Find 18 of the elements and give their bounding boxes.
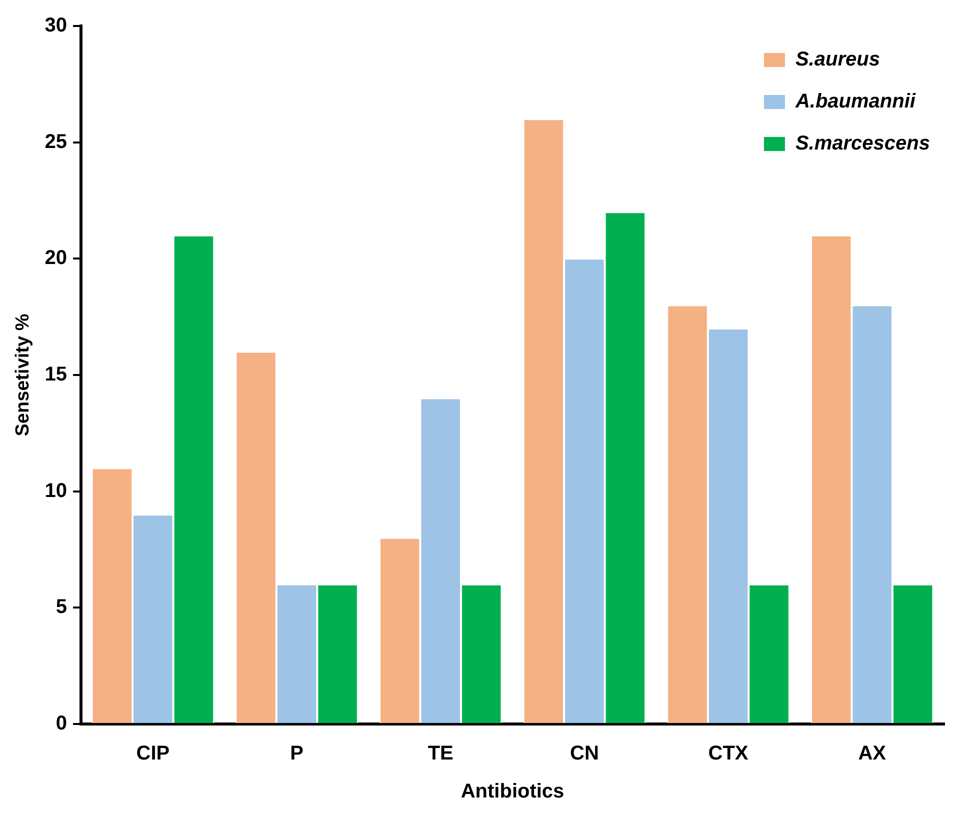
- y-axis-title: Sensetivity %: [12, 314, 34, 436]
- y-tick-label: 10: [44, 480, 68, 502]
- x-tick-label: P: [290, 742, 304, 765]
- y-tick-label: 30: [44, 14, 68, 37]
- y-tick-label: 0: [56, 712, 68, 735]
- x-axis-title: Antibiotics: [460, 780, 564, 803]
- y-tick-label: 5: [56, 596, 68, 618]
- y-tick-label: 25: [44, 130, 68, 153]
- x-tick-label: TE: [428, 742, 454, 765]
- legend-label: A.baumannii: [794, 90, 916, 113]
- x-tick-label: CTX: [708, 742, 749, 765]
- legend-label: S.marcescens: [795, 132, 930, 155]
- legend-label: S.aureus: [795, 48, 880, 71]
- y-tick-label: 15: [44, 364, 68, 386]
- x-tick-label: CN: [570, 742, 599, 765]
- y-tick-label: 20: [44, 247, 68, 270]
- x-tick-label: CIP: [136, 742, 170, 765]
- x-tick-label: AX: [858, 742, 887, 765]
